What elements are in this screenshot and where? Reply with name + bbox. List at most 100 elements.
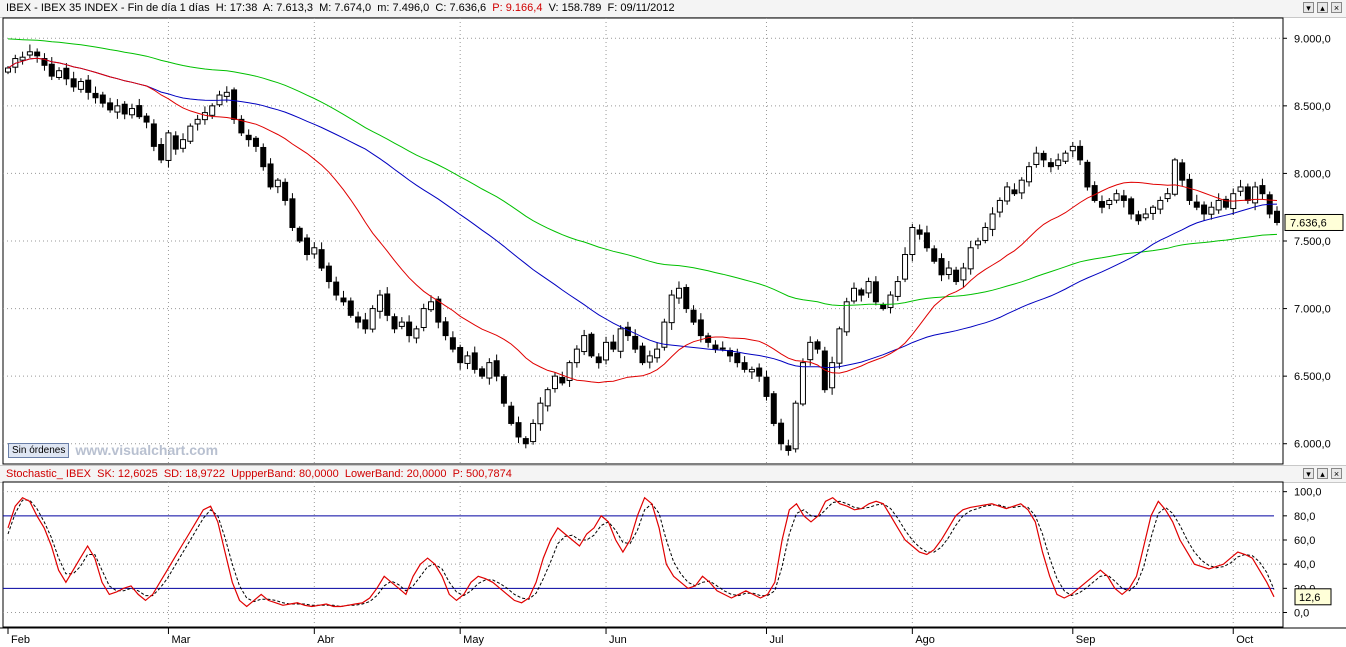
candle-body: [165, 132, 172, 161]
last-price-box: [1284, 213, 1344, 231]
candle-body: [982, 226, 989, 241]
candle-body: [865, 281, 872, 294]
panel-maximize-icon[interactable]: ▴: [1317, 468, 1328, 479]
y-tick-label: 6.000,0: [1294, 439, 1331, 451]
candle-body: [872, 281, 879, 303]
candle-body: [92, 92, 99, 99]
candle-body: [1120, 195, 1127, 201]
candle-body: [1274, 210, 1280, 223]
stoch-plot-frame: [2, 481, 1284, 628]
maximize-icon[interactable]: ▴: [1317, 2, 1328, 13]
stoch-sd-line: [7, 499, 1275, 608]
candle-body: [376, 294, 383, 312]
candle-body: [814, 341, 821, 350]
candle-body: [194, 118, 201, 125]
candle-body: [1150, 206, 1157, 214]
candle-body: [1222, 198, 1229, 208]
candle-body: [1084, 161, 1091, 188]
candle-body: [595, 356, 602, 364]
candle-body: [938, 258, 945, 276]
candle-body: [551, 375, 558, 390]
candle-body: [231, 89, 238, 120]
candle-body: [325, 265, 332, 283]
candle-body: [274, 179, 281, 188]
candles: [5, 44, 1280, 456]
candle-body: [252, 137, 259, 147]
candle-body: [333, 281, 340, 296]
candle-body: [107, 102, 114, 111]
candle-body: [880, 304, 887, 310]
candle-body: [457, 346, 464, 364]
candle-body: [56, 70, 63, 78]
stoch-value-box: [1294, 588, 1332, 606]
candle-body: [683, 286, 690, 310]
candle-body: [464, 355, 471, 364]
candle-body: [1098, 201, 1105, 208]
candle-body: [931, 248, 938, 262]
candle-body: [639, 345, 646, 364]
candle-body: [974, 240, 981, 246]
candle-body: [697, 319, 704, 337]
candle-body: [960, 267, 967, 281]
candle-body: [996, 199, 1003, 213]
candle-body: [836, 328, 843, 364]
candle-body: [114, 105, 121, 113]
candle-body: [201, 112, 208, 121]
candle-body: [741, 362, 748, 370]
candle-body: [180, 139, 187, 149]
candle-body: [406, 321, 413, 337]
candle-body: [1113, 193, 1120, 201]
candle-body: [1040, 152, 1047, 161]
candle-body: [340, 297, 347, 303]
candle-body: [603, 341, 610, 361]
x-tick-label: May: [463, 634, 484, 646]
x-tick-label: Oct: [1236, 634, 1253, 646]
close-value: 7.636,6: [449, 2, 487, 14]
sk-value: 12,6025: [117, 468, 158, 480]
orders-button[interactable]: Sin órdenes: [8, 442, 70, 458]
candle-body: [238, 118, 245, 134]
y-tick-label: 8.500,0: [1294, 101, 1331, 113]
candle-body: [500, 376, 507, 404]
candle-body: [581, 335, 588, 353]
candle-body: [172, 135, 179, 150]
candle-body: [916, 229, 923, 235]
candle-body: [1026, 166, 1033, 183]
candle-body: [449, 337, 456, 350]
time-value: 17:38: [229, 2, 258, 14]
candle-body: [923, 232, 930, 249]
candle-body: [362, 319, 369, 330]
candle-body: [1179, 162, 1186, 181]
minimize-icon[interactable]: ▾: [1303, 2, 1314, 13]
candle-body: [843, 301, 850, 333]
candle-body: [858, 289, 865, 296]
panel-close-icon[interactable]: ×: [1331, 468, 1342, 479]
candle-body: [748, 368, 755, 373]
stoch-value-label: 12,6: [1299, 592, 1320, 604]
candle-body: [530, 422, 537, 443]
candle-body: [289, 198, 296, 228]
candle-body: [544, 389, 551, 407]
candle-body: [128, 108, 135, 116]
candle-body: [573, 348, 580, 364]
candle-body: [267, 163, 274, 188]
candle-body: [150, 123, 157, 147]
date-value: 09/11/2012: [620, 2, 675, 14]
candle-body: [690, 309, 697, 323]
stoch-y-tick-label: 0,0: [1294, 608, 1309, 620]
panel-minimize-icon[interactable]: ▾: [1303, 468, 1314, 479]
close-icon[interactable]: ×: [1331, 2, 1342, 13]
volume-value: 158.789: [561, 2, 602, 14]
window-controls: ▾ ▴ ×: [1303, 2, 1342, 13]
candle-body: [282, 181, 289, 201]
candle-body: [902, 254, 909, 280]
candle-body: [413, 328, 420, 339]
candle-body: [654, 348, 661, 359]
candle-body: [311, 247, 318, 255]
candle-body: [493, 360, 500, 377]
watermark: Sin órdenes www.visualchart.com: [8, 442, 218, 458]
candle-body: [1252, 186, 1259, 204]
candle-body: [989, 213, 996, 230]
candle-body: [887, 294, 894, 308]
